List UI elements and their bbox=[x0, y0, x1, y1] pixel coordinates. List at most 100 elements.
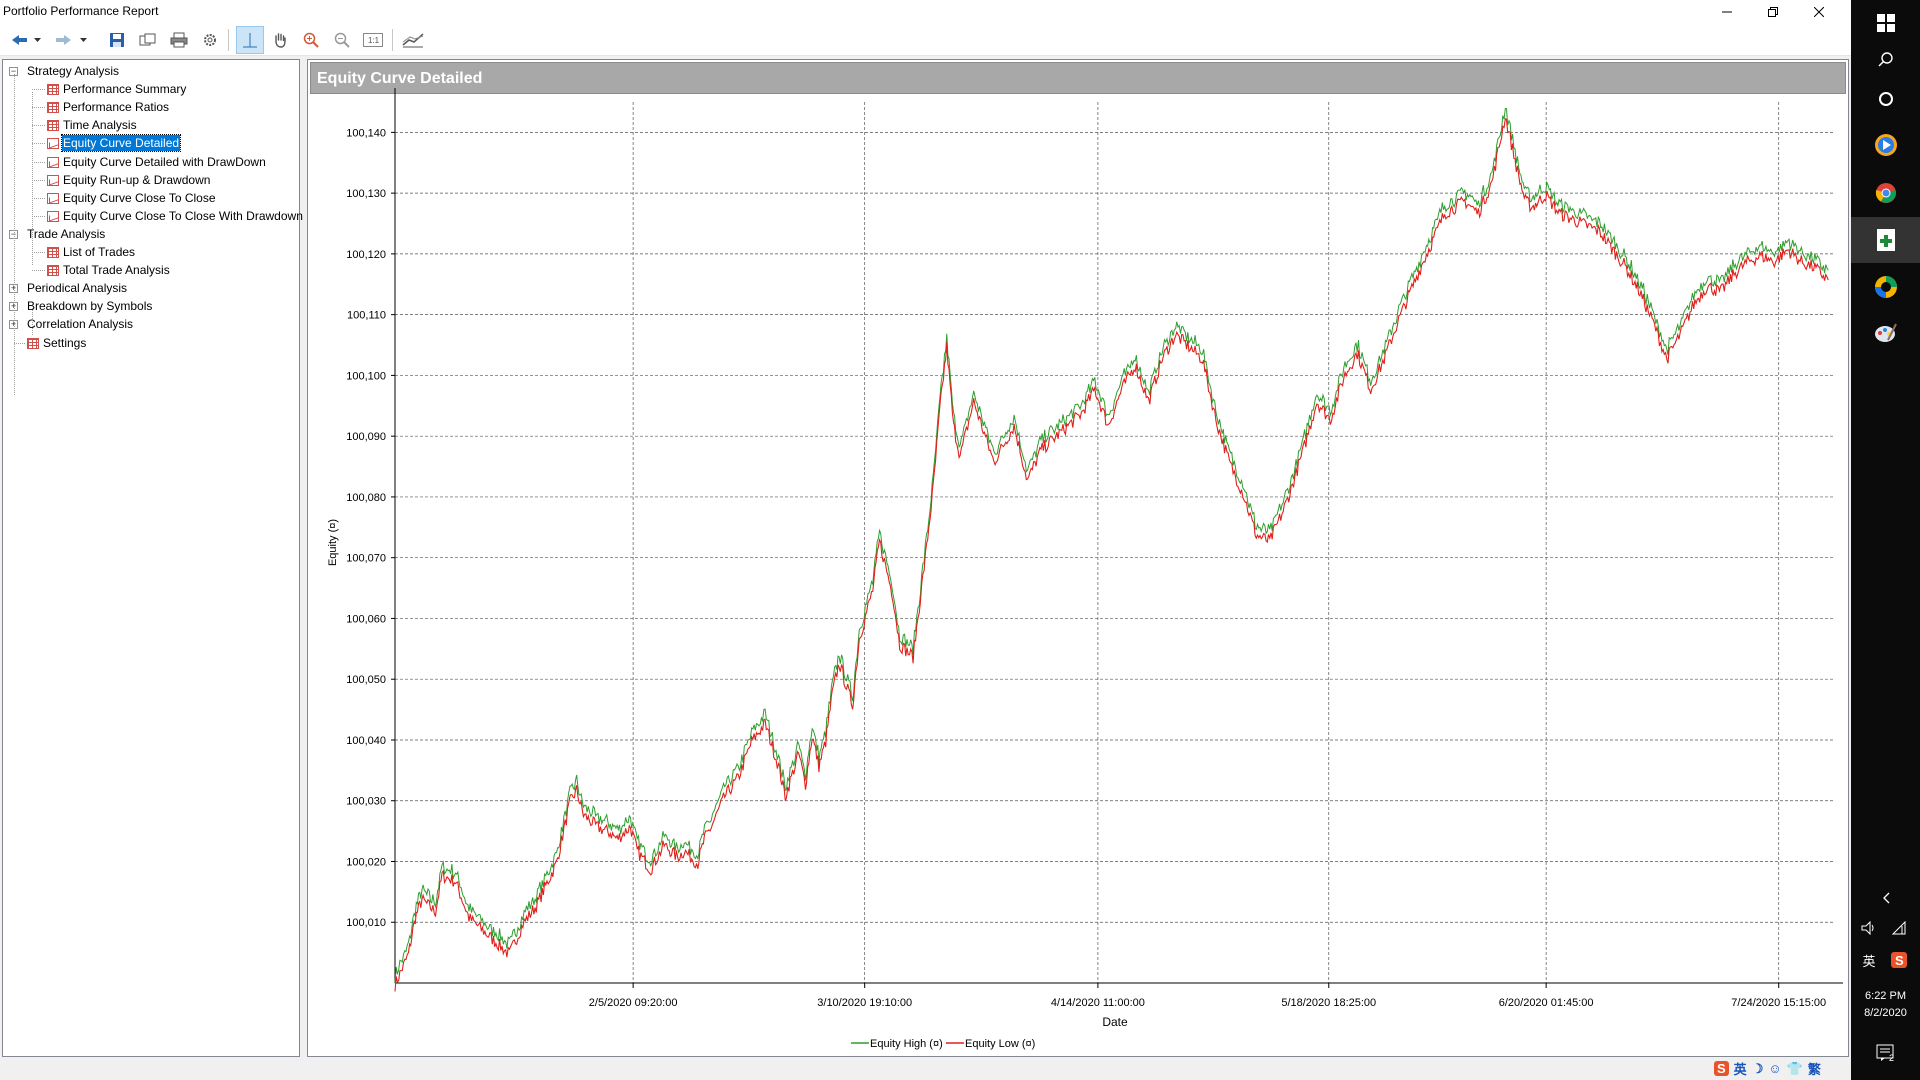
collapse-icon[interactable]: − bbox=[9, 228, 18, 239]
volume-button[interactable] bbox=[1859, 918, 1879, 938]
search-button[interactable] bbox=[1851, 37, 1920, 83]
cortana-icon bbox=[1878, 92, 1893, 106]
taskbar-app-spreadsheet[interactable] bbox=[1851, 217, 1920, 263]
moon-icon[interactable]: ☽ bbox=[1751, 1060, 1764, 1076]
forward-button[interactable] bbox=[52, 29, 76, 51]
tree-item-equity-curve-close-to-close[interactable]: Equity Curve Close To Close bbox=[3, 190, 299, 206]
equity-chart[interactable]: 100,010 100,020 100,030 100,040 100,050 100,0… bbox=[308, 60, 1848, 1056]
grid-icon bbox=[47, 102, 59, 114]
collapse-icon[interactable]: − bbox=[9, 66, 18, 76]
taskbar-app-chrome[interactable] bbox=[1851, 170, 1920, 216]
windows-start-icon bbox=[1876, 14, 1895, 32]
y-tick-label: 100,050 bbox=[346, 674, 386, 686]
tree-item-strategy-analysis[interactable]: − Strategy Analysis bbox=[3, 63, 299, 79]
tree-item-performance-summary[interactable]: Performance Summary bbox=[3, 81, 299, 97]
tree-item-label: Performance Ratios bbox=[63, 100, 170, 115]
taskbar: 英 S 6:22 PM 8/2/2020 2 bbox=[1851, 0, 1920, 1080]
chart-panel: Equity Curve Detailed 100,010 100,020 100,… bbox=[307, 59, 1849, 1057]
tree-connector bbox=[32, 143, 45, 145]
taskbar-app-browser[interactable] bbox=[1851, 264, 1920, 310]
pan-button[interactable] bbox=[268, 29, 292, 51]
zoom-reset-icon: 1:1 bbox=[363, 33, 383, 47]
expand-icon[interactable]: + bbox=[9, 301, 18, 312]
series-equity-low bbox=[394, 118, 1829, 992]
restore-button[interactable] bbox=[1750, 0, 1796, 24]
tree-item-total-trade-analysis[interactable]: Total Trade Analysis bbox=[3, 262, 299, 278]
smiley-icon[interactable]: ☺ bbox=[1768, 1061, 1782, 1076]
crosshair-button[interactable] bbox=[236, 26, 264, 54]
action-center-button[interactable]: 2 bbox=[1875, 1042, 1899, 1066]
tree-connector bbox=[32, 125, 45, 127]
x-tick-label: 5/18/2020 18:25:00 bbox=[1281, 997, 1376, 1009]
back-dropdown[interactable] bbox=[31, 29, 43, 51]
y-tick-label: 100,140 bbox=[346, 127, 386, 139]
expand-icon[interactable]: + bbox=[9, 319, 18, 330]
grid-icon bbox=[27, 337, 39, 349]
show-hidden-icons-button[interactable] bbox=[1851, 885, 1920, 911]
clock-time[interactable]: 6:22 PM bbox=[1865, 990, 1906, 1002]
browser-icon bbox=[1874, 276, 1897, 298]
zoom-in-button[interactable] bbox=[299, 29, 323, 51]
tree-item-breakdown-by-symbols[interactable]: + Breakdown by Symbols bbox=[3, 298, 299, 314]
taskbar-app-paint[interactable] bbox=[1851, 310, 1920, 356]
y-tick-label: 100,090 bbox=[346, 431, 386, 443]
tree-item-label: Equity Run-up & Drawdown bbox=[63, 172, 211, 187]
tree-item-trade-analysis[interactable]: − Trade Analysis bbox=[3, 226, 299, 242]
sogou-logo-icon[interactable]: S bbox=[1714, 1061, 1729, 1076]
tree-connector bbox=[32, 92, 33, 265]
traditional-icon[interactable]: 繁 bbox=[1807, 1062, 1821, 1077]
close-icon bbox=[1814, 7, 1824, 17]
export-button[interactable] bbox=[136, 29, 160, 51]
pan-hand-icon bbox=[275, 33, 286, 48]
skin-icon[interactable]: 👕 bbox=[1786, 1060, 1803, 1076]
x-tick-label: 2/5/2020 09:20:00 bbox=[589, 997, 678, 1009]
tree-item-performance-ratios[interactable]: Performance Ratios bbox=[3, 99, 299, 115]
zoom-reset-button[interactable]: 1:1 bbox=[361, 29, 385, 51]
tree-item-equity-curve-detailed[interactable]: Equity Curve Detailed bbox=[3, 134, 299, 153]
tree-item-equity-curve-detailed-with-drawdown[interactable]: Equity Curve Detailed with DrawDown bbox=[3, 154, 299, 170]
chevron-up-icon bbox=[1882, 892, 1889, 904]
save-button[interactable] bbox=[105, 29, 129, 51]
tree-item-time-analysis[interactable]: Time Analysis bbox=[3, 117, 299, 133]
settings-button[interactable] bbox=[198, 29, 222, 51]
clock-date[interactable]: 8/2/2020 bbox=[1864, 1007, 1907, 1019]
tree-item-list-of-trades[interactable]: List of Trades bbox=[3, 244, 299, 260]
network-icon bbox=[1891, 921, 1906, 935]
expand-icon[interactable]: + bbox=[9, 283, 18, 294]
cortana-button[interactable] bbox=[1851, 76, 1920, 122]
tree-item-settings[interactable]: Settings bbox=[3, 335, 299, 351]
ime-lang[interactable]: 英 bbox=[1733, 1062, 1747, 1077]
chart-icon bbox=[47, 174, 59, 186]
panel-header: Equity Curve Detailed bbox=[310, 62, 1846, 94]
forward-icon bbox=[56, 35, 71, 45]
tree-connector bbox=[32, 270, 45, 272]
tree-item-equity-run-up-drawdown[interactable]: Equity Run-up & Drawdown bbox=[3, 172, 299, 188]
ime-mode-button[interactable]: 英 bbox=[1862, 953, 1876, 969]
dropdown-icon bbox=[33, 38, 41, 42]
notification-icon bbox=[1876, 1044, 1894, 1061]
chrome-icon bbox=[1875, 183, 1896, 203]
close-button[interactable] bbox=[1796, 0, 1842, 24]
chart-style-button[interactable] bbox=[400, 29, 426, 51]
taskbar-app-media[interactable] bbox=[1851, 122, 1920, 168]
y-tick-label: 100,110 bbox=[347, 310, 386, 322]
zoom-out-button[interactable] bbox=[330, 29, 354, 51]
y-tick-label: 100,120 bbox=[346, 249, 386, 261]
forward-dropdown[interactable] bbox=[77, 29, 89, 51]
crosshair-icon bbox=[243, 33, 257, 48]
back-button[interactable] bbox=[8, 29, 32, 51]
svg-text:1:1: 1:1 bbox=[368, 36, 380, 45]
tree-item-correlation-analysis[interactable]: + Correlation Analysis bbox=[3, 316, 299, 332]
start-button[interactable] bbox=[1851, 0, 1920, 46]
sogou-button[interactable]: S bbox=[1889, 950, 1909, 970]
network-button[interactable] bbox=[1889, 918, 1909, 938]
grid-icon bbox=[47, 84, 59, 96]
tree-connector bbox=[32, 252, 45, 253]
minimize-button[interactable] bbox=[1704, 0, 1750, 24]
tree-connector bbox=[32, 215, 45, 217]
chart-icon bbox=[47, 210, 59, 222]
print-button[interactable] bbox=[167, 29, 191, 51]
tree-item-equity-curve-close-to-close-with-drawdown[interactable]: Equity Curve Close To Close With Drawdow… bbox=[3, 208, 303, 224]
tree-item-periodical-analysis[interactable]: + Periodical Analysis bbox=[3, 280, 299, 296]
tree-connector bbox=[14, 342, 25, 344]
